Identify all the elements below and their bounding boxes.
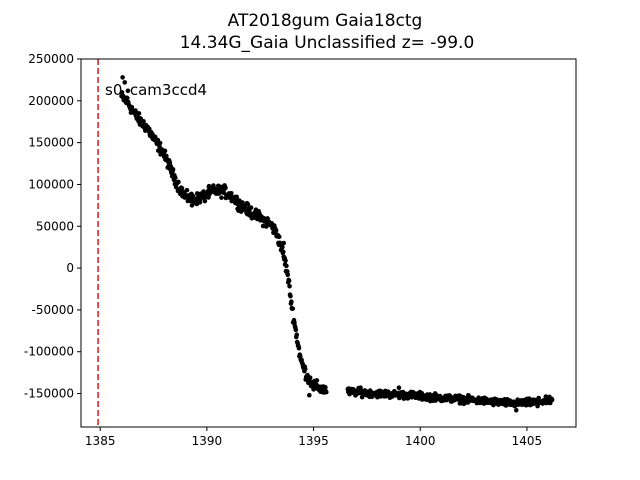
outlier-point-2 <box>125 88 131 94</box>
x-tick-label-2: 1395 <box>298 434 329 448</box>
data-point-389 <box>293 327 299 333</box>
y-tick-label-7: -100000 <box>24 345 74 359</box>
data-point-232 <box>223 185 228 190</box>
data-point-375 <box>287 283 292 289</box>
outlier-point-9 <box>396 385 402 390</box>
ccd-annotation: s0_cam3ccd4 <box>105 81 207 100</box>
data-point-108 <box>167 160 173 166</box>
data-point-368 <box>284 263 289 269</box>
x-tick-label-4: 1405 <box>512 434 543 448</box>
data-point-257 <box>234 194 239 200</box>
data-point-366 <box>283 258 288 263</box>
data-point-289 <box>248 205 254 210</box>
data-point-410 <box>302 366 308 372</box>
data-point-120 <box>173 175 178 180</box>
y-tick-label-3: 100000 <box>28 177 74 191</box>
data-point-436 <box>314 378 320 383</box>
outlier-point-11 <box>535 403 540 409</box>
data-point-457 <box>324 389 329 395</box>
data-point-377 <box>288 293 293 299</box>
outlier-point-5 <box>281 240 286 246</box>
x-tick-label-1: 1390 <box>192 434 223 448</box>
data-point-361 <box>280 249 286 255</box>
data-point-245 <box>229 190 234 196</box>
plot-frame <box>80 58 577 428</box>
chart-title-line-2: 14.34G_Gaia Unclassified z= -99.0 <box>180 33 475 53</box>
data-point-97 <box>162 148 168 154</box>
data-point-160 <box>190 193 196 199</box>
outlier-point-7 <box>311 387 316 392</box>
chart-title-line-1: AT2018gum Gaia18ctg <box>228 11 423 31</box>
y-tick-label-5: 0 <box>66 261 74 275</box>
data-point-186 <box>202 198 208 204</box>
data-point-345 <box>273 228 279 233</box>
data-point-127 <box>176 179 181 185</box>
data-points <box>97 59 555 427</box>
data-point-379 <box>289 299 294 305</box>
data-point-282 <box>245 201 251 207</box>
y-tick-label-1: 200000 <box>28 94 74 108</box>
data-point-352 <box>276 234 282 240</box>
data-point-455 <box>323 385 328 390</box>
data-point-490 <box>359 394 365 400</box>
data-point-914 <box>549 397 555 403</box>
outlier-point-6 <box>307 392 312 398</box>
data-point-391 <box>294 332 300 338</box>
axis-ticks: 1385 1390 1395 1400 1405 250000 200000 150000 10… <box>24 52 542 448</box>
data-point-135 <box>179 185 185 191</box>
data-point-115 <box>170 167 176 172</box>
outlier-point-1 <box>122 80 128 85</box>
data-point-175 <box>197 200 203 205</box>
outlier-point-10 <box>513 407 519 413</box>
data-point-382 <box>290 306 296 311</box>
y-tick-label-0: 250000 <box>28 52 74 66</box>
data-point-12 <box>124 95 130 101</box>
y-tick-label-8: -150000 <box>24 387 74 401</box>
x-tick-label-3: 1400 <box>405 434 436 448</box>
data-point-421 <box>307 375 313 380</box>
outlier-point-0 <box>120 75 125 80</box>
data-point-359 <box>280 244 285 250</box>
data-point-146 <box>184 187 190 193</box>
outlier-point-3 <box>189 203 195 208</box>
data-point-374 <box>286 278 292 284</box>
y-tick-label-2: 150000 <box>28 136 74 150</box>
x-tick-label-0: 1385 <box>85 434 116 448</box>
data-point-39 <box>136 111 142 116</box>
y-tick-label-4: 50000 <box>36 219 74 233</box>
data-point-396 <box>296 345 302 351</box>
data-point-371 <box>285 272 291 278</box>
outlier-point-4 <box>206 183 212 189</box>
data-point-86 <box>157 140 163 146</box>
data-point-270 <box>240 200 245 205</box>
outlier-point-8 <box>358 385 363 390</box>
y-tick-label-6: -50000 <box>31 303 74 317</box>
data-point-223 <box>219 195 224 200</box>
data-point-884 <box>536 395 541 401</box>
